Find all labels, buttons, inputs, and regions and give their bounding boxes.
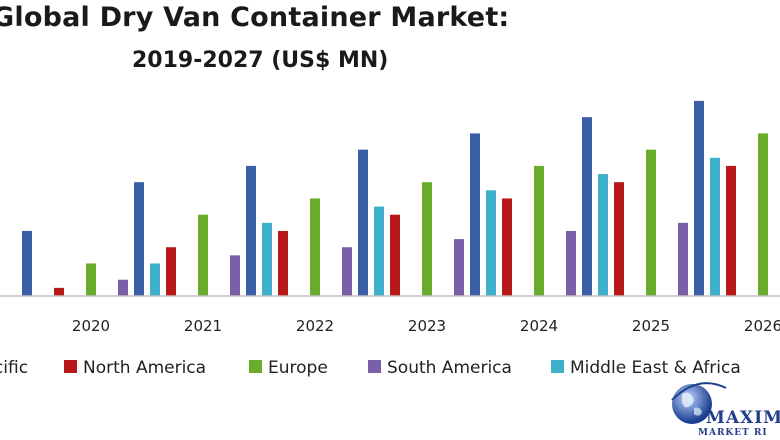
bar-north-america-2023 <box>390 214 400 296</box>
bar-north-america-2020 <box>54 287 64 296</box>
legend-label: Asia Pacific <box>0 358 28 378</box>
legend-swatch <box>368 360 381 373</box>
bar-south-america-2023 <box>454 239 464 296</box>
bar-europe-2023 <box>422 182 432 296</box>
legend-item-south-america: South America <box>368 358 512 378</box>
bar-south-america-2025 <box>678 222 688 296</box>
bar-asia-pacific-2022 <box>246 165 256 296</box>
legend-label: South America <box>387 358 512 378</box>
x-tick-label: 2024 <box>520 317 558 335</box>
bar-middle-east-africa-2021 <box>262 222 272 296</box>
legend-label: Europe <box>268 358 328 378</box>
bar-asia-pacific-2026 <box>694 100 704 296</box>
watermark-line2: MARKET RI <box>698 428 768 438</box>
bar-north-america-2024 <box>502 198 512 296</box>
bar-north-america-2025 <box>614 182 624 296</box>
x-tick-label: 2026 <box>744 317 780 335</box>
legend-swatch <box>249 360 262 373</box>
chart-title: Global Dry Van Container Market: <box>0 2 510 33</box>
bar-europe-2020 <box>86 263 96 296</box>
bar-south-america-2021 <box>230 255 240 296</box>
bar-asia-pacific-2025 <box>582 117 592 296</box>
bar-south-america-2024 <box>566 230 576 296</box>
legend-item-europe: Europe <box>249 358 328 378</box>
bar-south-america-2022 <box>342 247 352 296</box>
legend-label: North America <box>83 358 206 378</box>
legend-item-middle-east-africa: Middle East & Africa <box>551 358 741 378</box>
x-tick-label: 2021 <box>184 317 222 335</box>
bar-europe-2026 <box>758 133 768 296</box>
chart-subtitle: 2019-2027 (US$ MN) <box>132 48 389 73</box>
legend-swatch <box>64 360 77 373</box>
bar-north-america-2021 <box>166 247 176 296</box>
x-tick-label: 2020 <box>72 317 110 335</box>
legend-swatch <box>551 360 564 373</box>
bar-middle-east-africa-2025 <box>710 157 720 296</box>
legend-item-north-america: North America <box>64 358 206 378</box>
bar-north-america-2022 <box>278 230 288 296</box>
globe-icon <box>671 382 727 424</box>
bar-north-america-2026 <box>726 165 736 296</box>
bar-europe-2022 <box>310 198 320 296</box>
bar-middle-east-africa-2020 <box>150 263 160 296</box>
legend-item-asia-pacific: Asia Pacific <box>0 358 28 378</box>
bar-middle-east-africa-2022 <box>374 206 384 296</box>
bar-middle-east-africa-2024 <box>598 174 608 296</box>
watermark-line1: MAXIM <box>706 408 780 428</box>
legend-label: Middle East & Africa <box>570 358 741 378</box>
maximize-logo: MAXIM MARKET RI <box>668 370 780 440</box>
bar-middle-east-africa-2023 <box>486 190 496 296</box>
bar-asia-pacific-2023 <box>358 149 368 296</box>
bar-asia-pacific-2020 <box>22 230 32 296</box>
bar-south-america-2020 <box>118 279 128 296</box>
x-tick-label: 2022 <box>296 317 334 335</box>
x-tick-label: 2025 <box>632 317 670 335</box>
bar-asia-pacific-2021 <box>134 182 144 296</box>
bar-europe-2021 <box>198 214 208 296</box>
x-tick-label: 2023 <box>408 317 446 335</box>
bar-europe-2024 <box>534 165 544 296</box>
bar-europe-2025 <box>646 149 656 296</box>
bar-asia-pacific-2024 <box>470 133 480 296</box>
